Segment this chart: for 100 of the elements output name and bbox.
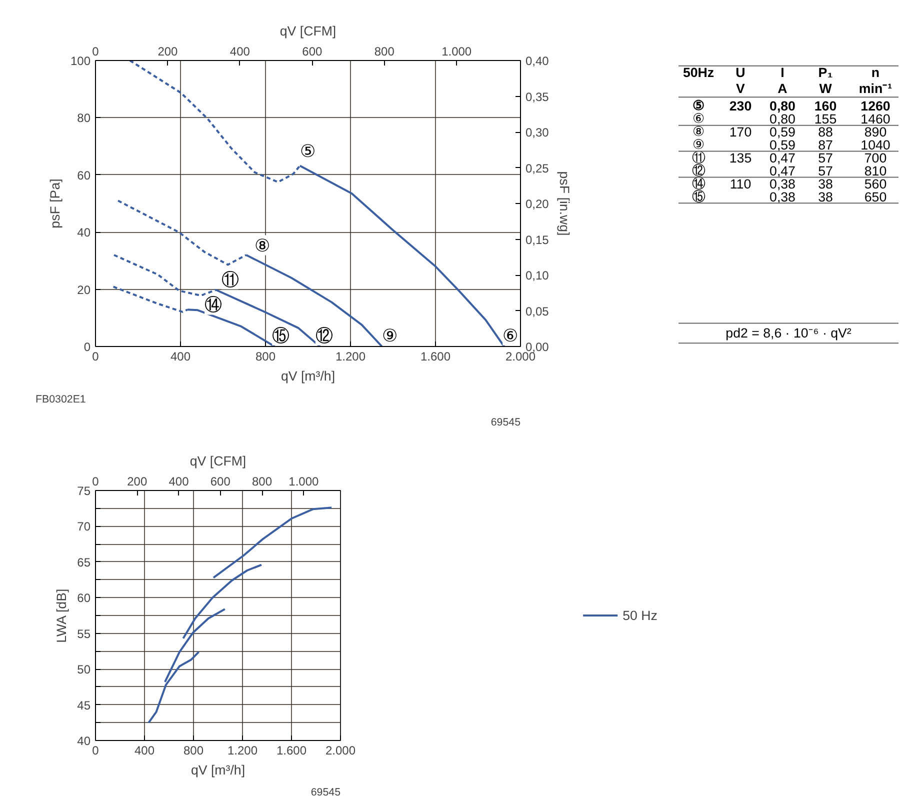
text: ⑧ xyxy=(692,124,704,140)
text: 110 xyxy=(730,176,752,192)
text: 0,38 xyxy=(770,190,796,205)
y2-axis-title: psF [in.wg] xyxy=(556,171,572,236)
y-tick-label: 100 xyxy=(70,54,91,68)
text: 135 xyxy=(729,150,752,166)
category-label: 50Hz xyxy=(682,64,714,80)
x2-tick-label: 200 xyxy=(127,474,148,488)
text: 38 xyxy=(818,176,833,192)
y2-tick-label: 0,15 xyxy=(526,232,550,247)
x-tick-label: 1.600 xyxy=(276,744,307,758)
text: 0,47 xyxy=(770,150,796,166)
category-label: U xyxy=(736,64,746,80)
y-tick-label: 60 xyxy=(77,591,91,606)
text: 700 xyxy=(864,150,887,166)
x2-tick-label: 400 xyxy=(168,474,190,488)
y-tick-label: 40 xyxy=(77,226,91,240)
x-tick-label: 400 xyxy=(170,350,191,364)
text: 1040 xyxy=(860,138,890,153)
category-label: P₁ xyxy=(818,64,834,80)
x2-tick-label: 1.000 xyxy=(288,474,319,488)
text: 560 xyxy=(864,176,887,192)
text: A xyxy=(778,80,788,96)
y-tick-label: 80 xyxy=(77,111,91,126)
annotation: ⑮ xyxy=(272,325,290,346)
text: 0,59 xyxy=(770,138,796,153)
x2-tick-label: 0 xyxy=(92,44,100,58)
legend-label: 50 Hz xyxy=(622,608,658,622)
text: 170 xyxy=(729,124,752,140)
text: 0,80 xyxy=(770,112,796,127)
x-tick-label: 1.600 xyxy=(420,350,451,364)
text: 810 xyxy=(864,164,887,179)
y2-tick-label: 0,25 xyxy=(526,161,550,176)
y2-tick-label: 0,05 xyxy=(526,304,550,318)
x-tick-label: 1.200 xyxy=(335,350,366,364)
text: 0,80 xyxy=(770,98,796,114)
text: 155 xyxy=(814,112,837,127)
x2-tick-label: 1.000 xyxy=(442,44,472,58)
text: ⑥ xyxy=(692,111,704,126)
y-tick-label: 0 xyxy=(84,340,91,354)
y-tick-label: 55 xyxy=(77,626,91,641)
text: 87 xyxy=(818,138,833,153)
y-tick-label: 50 xyxy=(77,662,91,677)
text: 0,38 xyxy=(770,176,796,192)
annotation: ⑭ xyxy=(204,294,222,315)
y-tick-label: 20 xyxy=(77,282,91,297)
x2-tick-label: 200 xyxy=(158,44,178,58)
text: ⑮ xyxy=(692,189,705,204)
text: 160 xyxy=(814,98,837,114)
y2-tick-label: 0,30 xyxy=(526,126,550,140)
annotation: ⑫ xyxy=(315,325,332,346)
text: 1460 xyxy=(860,112,890,127)
annotation: ⑨ xyxy=(382,325,398,346)
text: 69545 xyxy=(490,416,521,428)
y-tick-label: 75 xyxy=(77,484,91,498)
x-axis-title: qV [m³/h] xyxy=(280,368,336,384)
text: 69545 xyxy=(310,786,341,798)
y2-tick-label: 0,35 xyxy=(526,90,550,104)
x2-tick-label: 800 xyxy=(252,474,272,488)
y-tick-label: 60 xyxy=(77,168,91,182)
text: 230 xyxy=(729,98,752,114)
y-tick-label: 70 xyxy=(77,520,91,534)
category-label: n xyxy=(871,64,880,80)
text: ⑤ xyxy=(692,98,704,114)
annotation: ⑪ xyxy=(221,269,238,290)
text: pd2 = 8,6 · 10⁻⁶ · qV² xyxy=(726,326,852,341)
text: 890 xyxy=(864,124,887,140)
text: 88 xyxy=(818,124,833,140)
x-tick-label: 0 xyxy=(92,350,100,364)
y-tick-label: 65 xyxy=(77,555,91,570)
x2-axis-title: qV [CFM] xyxy=(280,24,336,38)
text: FB0302E1 xyxy=(36,394,86,406)
text: min⁻¹ xyxy=(858,80,892,96)
annotation: ⑤ xyxy=(300,141,316,162)
text: 38 xyxy=(818,190,833,205)
annotation: ⑧ xyxy=(254,235,270,256)
x-tick-label: 2.000 xyxy=(325,744,356,758)
x-tick-label: 800 xyxy=(255,350,276,364)
y2-tick-label: 0,20 xyxy=(526,197,550,211)
x-tick-label: 800 xyxy=(183,744,204,758)
text: 1260 xyxy=(860,98,890,114)
y-tick-label: 40 xyxy=(77,734,91,748)
text: 650 xyxy=(864,190,887,205)
x2-tick-label: 800 xyxy=(374,44,395,58)
text: 0,47 xyxy=(770,164,796,179)
text: 57 xyxy=(818,150,833,166)
x2-tick-label: 600 xyxy=(210,474,231,488)
text: V xyxy=(736,80,745,96)
y-axis-title: LWA [dB] xyxy=(54,588,70,643)
x-axis-title: qV [m³/h] xyxy=(190,762,246,778)
x2-tick-label: 600 xyxy=(302,44,322,58)
x-tick-label: 1.200 xyxy=(227,744,258,758)
y-axis-title: psF [Pa] xyxy=(47,178,62,228)
text: W xyxy=(819,80,832,96)
x2-tick-label: 0 xyxy=(92,474,100,488)
x2-tick-label: 400 xyxy=(230,44,250,58)
text: 0,59 xyxy=(770,124,796,140)
y2-tick-label: 0,40 xyxy=(526,54,550,68)
category-label: I xyxy=(780,64,784,80)
x-tick-label: 400 xyxy=(134,744,155,758)
